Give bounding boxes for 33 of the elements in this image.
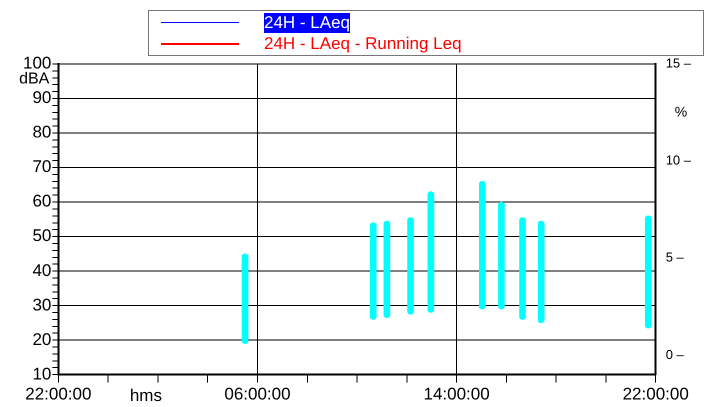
y-tick-label: 30 [32, 295, 52, 314]
bar [498, 202, 505, 310]
y-tick-label: 10 [32, 364, 52, 384]
x-tick-label: 22:00:00 [25, 384, 92, 404]
y-tick-label: 70 [32, 157, 52, 176]
y-tick-label: 40 [32, 260, 52, 280]
y2-tick-label: 0 – [666, 346, 685, 362]
bar [407, 217, 414, 315]
y2-tick-label: 10 – [666, 152, 692, 168]
y2-axis-title: % [674, 103, 688, 120]
y-tick-label: 90 [32, 88, 52, 108]
bar [538, 220, 545, 324]
y-tick-label: 80 [32, 122, 52, 142]
x-tick-label: 06:00:00 [224, 384, 291, 404]
y-axis-title: dBA [19, 70, 50, 88]
y-tick-label: 100 [22, 54, 52, 73]
y-tick-label: 60 [32, 192, 52, 211]
y-tick-label: 20 [32, 330, 52, 349]
bar [242, 253, 248, 344]
legend-label: 24H - LAeq [264, 12, 350, 32]
bar [519, 217, 526, 320]
bar [428, 191, 434, 313]
x-tick-label: 14:00:00 [423, 384, 490, 404]
bar [644, 216, 652, 328]
y2-tick-label: 15 – [666, 56, 692, 71]
bar [384, 220, 390, 318]
legend-label: 24H - LAeq - Running Leq [264, 34, 462, 54]
y-tick-label: 50 [32, 226, 52, 246]
bar [370, 222, 377, 320]
y2-tick-label: 5 – [666, 250, 685, 265]
x-axis-title: hms [130, 386, 162, 405]
x-tick-label: 22:00:00 [622, 384, 689, 404]
bar [478, 181, 486, 310]
